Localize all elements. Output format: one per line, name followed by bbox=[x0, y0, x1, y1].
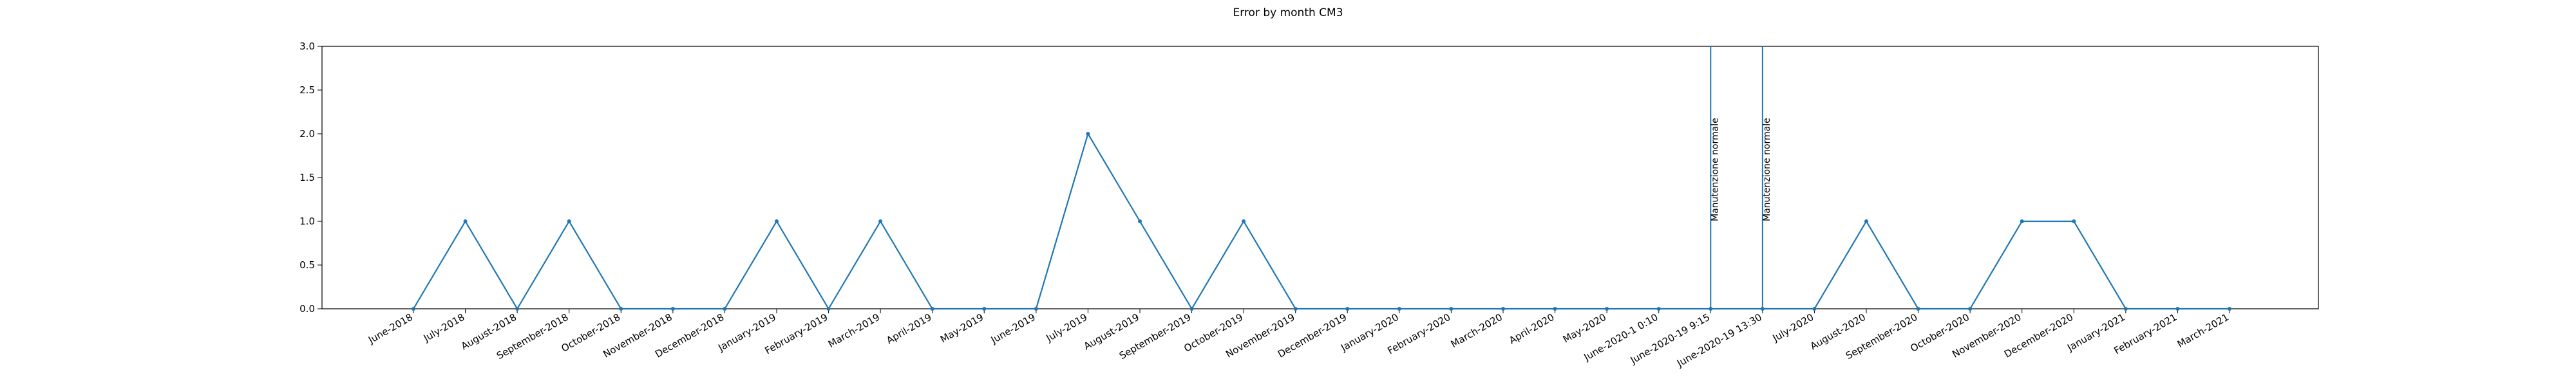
chart-title: Error by month CM3 bbox=[1233, 6, 1343, 19]
y-tick-label: 1.5 bbox=[299, 172, 315, 183]
y-tick-label: 2.0 bbox=[299, 128, 315, 140]
data-point bbox=[619, 307, 623, 311]
data-point bbox=[1293, 307, 1298, 311]
x-tick-label: July-2018 bbox=[421, 311, 467, 344]
x-tick-label: June-2020-19 13:30 bbox=[1674, 311, 1764, 369]
data-point bbox=[2020, 219, 2024, 223]
data-point bbox=[1760, 307, 1765, 311]
data-point bbox=[1968, 307, 1973, 311]
data-point bbox=[878, 219, 883, 223]
x-tick-label: March-2020 bbox=[1449, 311, 1504, 350]
x-tick-label: May-2019 bbox=[938, 311, 985, 345]
x-tick-label: May-2020 bbox=[1561, 311, 1608, 345]
data-point bbox=[463, 219, 468, 223]
x-tick-label: April-2020 bbox=[1507, 311, 1556, 347]
data-point bbox=[1709, 307, 1713, 311]
x-tick-label: July-2020 bbox=[1770, 311, 1816, 344]
data-point bbox=[1553, 307, 1557, 311]
data-point bbox=[1397, 307, 1401, 311]
data-point bbox=[2072, 219, 2076, 223]
data-point bbox=[1034, 307, 1038, 311]
plot-area: 0.0 0.5 1.0 1.5 2.0 2.5 3.0 June-2018 July-2018 A… bbox=[299, 41, 2319, 369]
data-point bbox=[2123, 307, 2128, 311]
data-point bbox=[1605, 307, 1609, 311]
data-point bbox=[982, 307, 987, 311]
data-point bbox=[670, 307, 675, 311]
axes-frame bbox=[321, 46, 2319, 309]
data-point bbox=[723, 307, 727, 311]
data-point bbox=[1345, 307, 1350, 311]
vline-label: Manutenzione normale bbox=[1710, 118, 1720, 221]
x-tick-label: April-2019 bbox=[884, 311, 933, 347]
series-line bbox=[413, 132, 2230, 311]
data-point bbox=[1916, 307, 1920, 311]
vline-label: Manutenzione normale bbox=[1762, 118, 1772, 221]
data-point bbox=[930, 307, 934, 311]
data-point bbox=[1086, 132, 1090, 136]
data-point bbox=[1242, 219, 1246, 223]
data-point bbox=[1138, 219, 1142, 223]
y-tick-label: 0.0 bbox=[299, 303, 315, 315]
data-point bbox=[826, 307, 831, 311]
data-point bbox=[1864, 219, 1868, 223]
data-point bbox=[1812, 307, 1817, 311]
data-point bbox=[1449, 307, 1454, 311]
y-tick-label: 0.5 bbox=[299, 259, 315, 271]
x-tick-label: March-2021 bbox=[2175, 311, 2231, 350]
x-tick-label: June-2019 bbox=[989, 311, 1037, 346]
data-point bbox=[567, 219, 571, 223]
data-point bbox=[2175, 307, 2180, 311]
data-point bbox=[775, 219, 779, 223]
x-tick-label: July-2019 bbox=[1044, 311, 1090, 344]
data-point bbox=[1189, 307, 1194, 311]
y-tick-label: 2.5 bbox=[299, 84, 315, 96]
x-tick-label: June-2018 bbox=[366, 311, 415, 346]
data-point bbox=[1501, 307, 1505, 311]
y-tick-label: 1.0 bbox=[299, 216, 315, 227]
data-point bbox=[515, 307, 520, 311]
data-point bbox=[412, 307, 415, 311]
data-point bbox=[1656, 307, 1661, 311]
data-point bbox=[2228, 307, 2231, 311]
x-tick-label: March-2019 bbox=[826, 311, 882, 350]
y-tick-label: 3.0 bbox=[299, 41, 315, 52]
